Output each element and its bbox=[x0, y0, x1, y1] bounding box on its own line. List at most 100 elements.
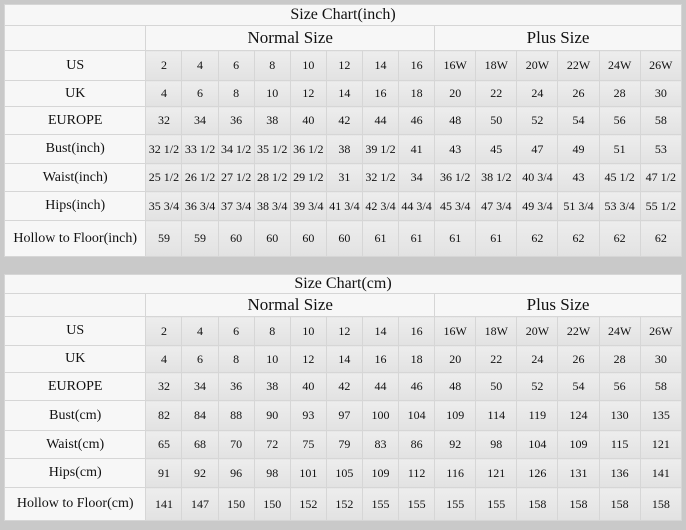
size-cell: 88 bbox=[217, 400, 255, 431]
size-cell: 44 bbox=[361, 372, 400, 401]
plus-size-header: Plus Size bbox=[434, 25, 682, 51]
size-cell: 32 1/2 bbox=[361, 163, 400, 192]
table-row: Bust(inch) 32 1/2 33 1/2 34 1/2 35 1/2 36 1/2… bbox=[3, 134, 683, 164]
size-cell: 46 bbox=[398, 372, 436, 401]
size-cell: 18 bbox=[398, 80, 436, 107]
size-cell: 56 bbox=[598, 106, 641, 135]
size-cell: 38 bbox=[253, 372, 291, 401]
size-cell: 75 bbox=[289, 430, 327, 459]
size-cell: 36 bbox=[217, 106, 255, 135]
size-cell: 48 bbox=[434, 106, 477, 135]
row-label: Bust(inch) bbox=[3, 134, 147, 164]
size-cell: 36 1/2 bbox=[434, 163, 477, 192]
size-cell: 38 3/4 bbox=[253, 191, 291, 221]
size-cell: 38 bbox=[325, 134, 363, 164]
size-cell: 70 bbox=[217, 430, 255, 459]
size-cell: 26 1/2 bbox=[181, 163, 219, 192]
size-cell: 92 bbox=[434, 430, 477, 459]
size-cell: 82 bbox=[145, 400, 183, 431]
size-cell: 84 bbox=[181, 400, 219, 431]
size-cell: 114 bbox=[475, 400, 518, 431]
size-cell: 37 3/4 bbox=[217, 191, 255, 221]
size-cell: 136 bbox=[598, 458, 641, 488]
table-row: US 2 4 6 8 10 12 14 16 16W 18W 20W 22W 24W 26W bbox=[3, 316, 683, 346]
size-cell: 40 bbox=[289, 372, 327, 401]
size-cell: 22W bbox=[557, 50, 600, 81]
size-cell: 79 bbox=[325, 430, 363, 459]
size-cell: 147 bbox=[181, 487, 219, 521]
table-row: Hollow to Floor(cm) 141 147 150 150 152 152 155… bbox=[3, 487, 683, 521]
normal-size-header: Normal Size bbox=[145, 293, 436, 317]
size-cell: 26W bbox=[639, 316, 683, 346]
size-cell: 121 bbox=[475, 458, 518, 488]
row-label: UK bbox=[3, 80, 147, 107]
row-label: Bust(cm) bbox=[3, 400, 147, 431]
size-cell: 34 1/2 bbox=[217, 134, 255, 164]
size-cell: 115 bbox=[598, 430, 641, 459]
size-cell: 39 3/4 bbox=[289, 191, 327, 221]
size-cell: 116 bbox=[434, 458, 477, 488]
size-cell: 61 bbox=[361, 220, 400, 257]
size-cell: 62 bbox=[598, 220, 641, 257]
table-row: EUROPE 32 34 36 38 40 42 44 46 48 50 52 54 56 58 bbox=[3, 372, 683, 401]
table-row: Bust(cm) 82 84 88 90 93 97 100 104 109 114 119 124 13… bbox=[3, 400, 683, 431]
size-cell: 97 bbox=[325, 400, 363, 431]
size-cell: 54 bbox=[557, 106, 600, 135]
size-cell: 53 bbox=[639, 134, 683, 164]
size-cell: 98 bbox=[253, 458, 291, 488]
size-cell: 155 bbox=[398, 487, 436, 521]
size-cell: 59 bbox=[145, 220, 183, 257]
size-cell: 6 bbox=[217, 50, 255, 81]
size-cell: 101 bbox=[289, 458, 327, 488]
size-cell: 41 3/4 bbox=[325, 191, 363, 221]
size-cell: 52 bbox=[516, 106, 559, 135]
size-cell: 105 bbox=[325, 458, 363, 488]
size-cell: 16W bbox=[434, 316, 477, 346]
size-cell: 16W bbox=[434, 50, 477, 81]
table-row: UK 4 6 8 10 12 14 16 18 20 22 24 26 28 30 bbox=[3, 345, 683, 373]
size-cell: 36 bbox=[217, 372, 255, 401]
size-cell: 109 bbox=[361, 458, 400, 488]
size-cell: 30 bbox=[639, 345, 683, 373]
size-cell: 38 1/2 bbox=[475, 163, 518, 192]
size-cell: 27 1/2 bbox=[217, 163, 255, 192]
size-cell: 86 bbox=[398, 430, 436, 459]
size-cell: 45 3/4 bbox=[434, 191, 477, 221]
size-cell: 12 bbox=[325, 50, 363, 81]
plus-size-header: Plus Size bbox=[434, 293, 682, 317]
size-cell: 47 1/2 bbox=[639, 163, 683, 192]
size-cell: 53 3/4 bbox=[598, 191, 641, 221]
corner-cell bbox=[3, 293, 147, 317]
table-row: Hips(cm) 91 92 96 98 101 105 109 112 116 121 126 131… bbox=[3, 458, 683, 488]
size-cell: 26 bbox=[557, 80, 600, 107]
size-cell: 62 bbox=[557, 220, 600, 257]
row-label: EUROPE bbox=[3, 372, 147, 401]
size-cell: 155 bbox=[475, 487, 518, 521]
size-cell: 98 bbox=[475, 430, 518, 459]
size-cell: 61 bbox=[398, 220, 436, 257]
table-title: Size Chart(inch) bbox=[4, 4, 682, 26]
size-cell: 65 bbox=[145, 430, 183, 459]
size-cell: 124 bbox=[557, 400, 600, 431]
size-cell: 39 1/2 bbox=[361, 134, 400, 164]
size-cell: 22W bbox=[557, 316, 600, 346]
size-cell: 150 bbox=[217, 487, 255, 521]
size-cell: 130 bbox=[598, 400, 641, 431]
size-cell: 83 bbox=[361, 430, 400, 459]
size-cell: 131 bbox=[557, 458, 600, 488]
size-cell: 42 bbox=[325, 372, 363, 401]
size-cell: 150 bbox=[253, 487, 291, 521]
size-cell: 10 bbox=[289, 316, 327, 346]
size-cell: 28 bbox=[598, 345, 641, 373]
size-cell: 62 bbox=[516, 220, 559, 257]
size-cell: 46 bbox=[398, 106, 436, 135]
size-cell: 14 bbox=[361, 316, 400, 346]
table-row: Hollow to Floor(inch) 59 59 60 60 60 60 61 61 61 6… bbox=[3, 220, 683, 257]
size-cell: 32 bbox=[145, 372, 183, 401]
size-cell: 45 1/2 bbox=[598, 163, 641, 192]
size-cell: 6 bbox=[217, 316, 255, 346]
size-cell: 24 bbox=[516, 80, 559, 107]
size-cell: 8 bbox=[217, 345, 255, 373]
size-cell: 91 bbox=[145, 458, 183, 488]
size-cell: 10 bbox=[289, 50, 327, 81]
